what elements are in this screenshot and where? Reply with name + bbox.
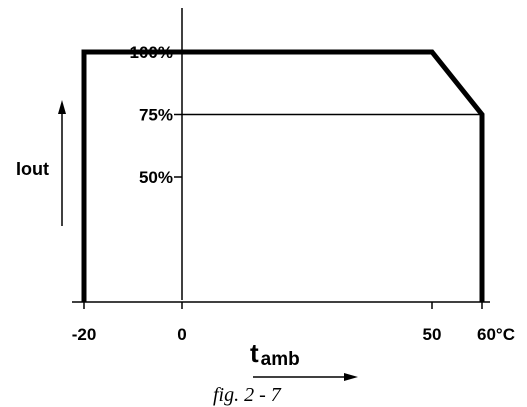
figure-caption: fig. 2 - 7 xyxy=(213,384,282,406)
y-axis-label: Iout xyxy=(16,159,49,179)
x-axis-arrow-head xyxy=(344,373,358,381)
x-ticks: -20 0 50 60°C xyxy=(72,302,515,344)
x-tick-label: 60°C xyxy=(477,325,515,344)
x-tick-label: 0 xyxy=(177,325,186,344)
y-tick-label: 75% xyxy=(139,106,173,125)
y-axis-arrow-head xyxy=(58,100,66,114)
x-axis-label-subscript: amb xyxy=(261,349,300,370)
x-axis-label: t amb xyxy=(250,338,300,370)
derating-curve xyxy=(81,49,485,302)
y-ticks: 50% 75% 100% xyxy=(130,43,182,187)
x-axis-label-main: t xyxy=(250,338,259,368)
x-tick-label: -20 xyxy=(72,325,97,344)
y-tick-label: 100% xyxy=(130,43,173,62)
y-axis-label-group: Iout xyxy=(16,100,66,226)
x-axis-label-group: t amb xyxy=(250,338,358,381)
x-tick-label: 50 xyxy=(423,325,442,344)
y-tick-label: 50% xyxy=(139,168,173,187)
series-group xyxy=(81,49,485,302)
axes xyxy=(72,8,490,303)
